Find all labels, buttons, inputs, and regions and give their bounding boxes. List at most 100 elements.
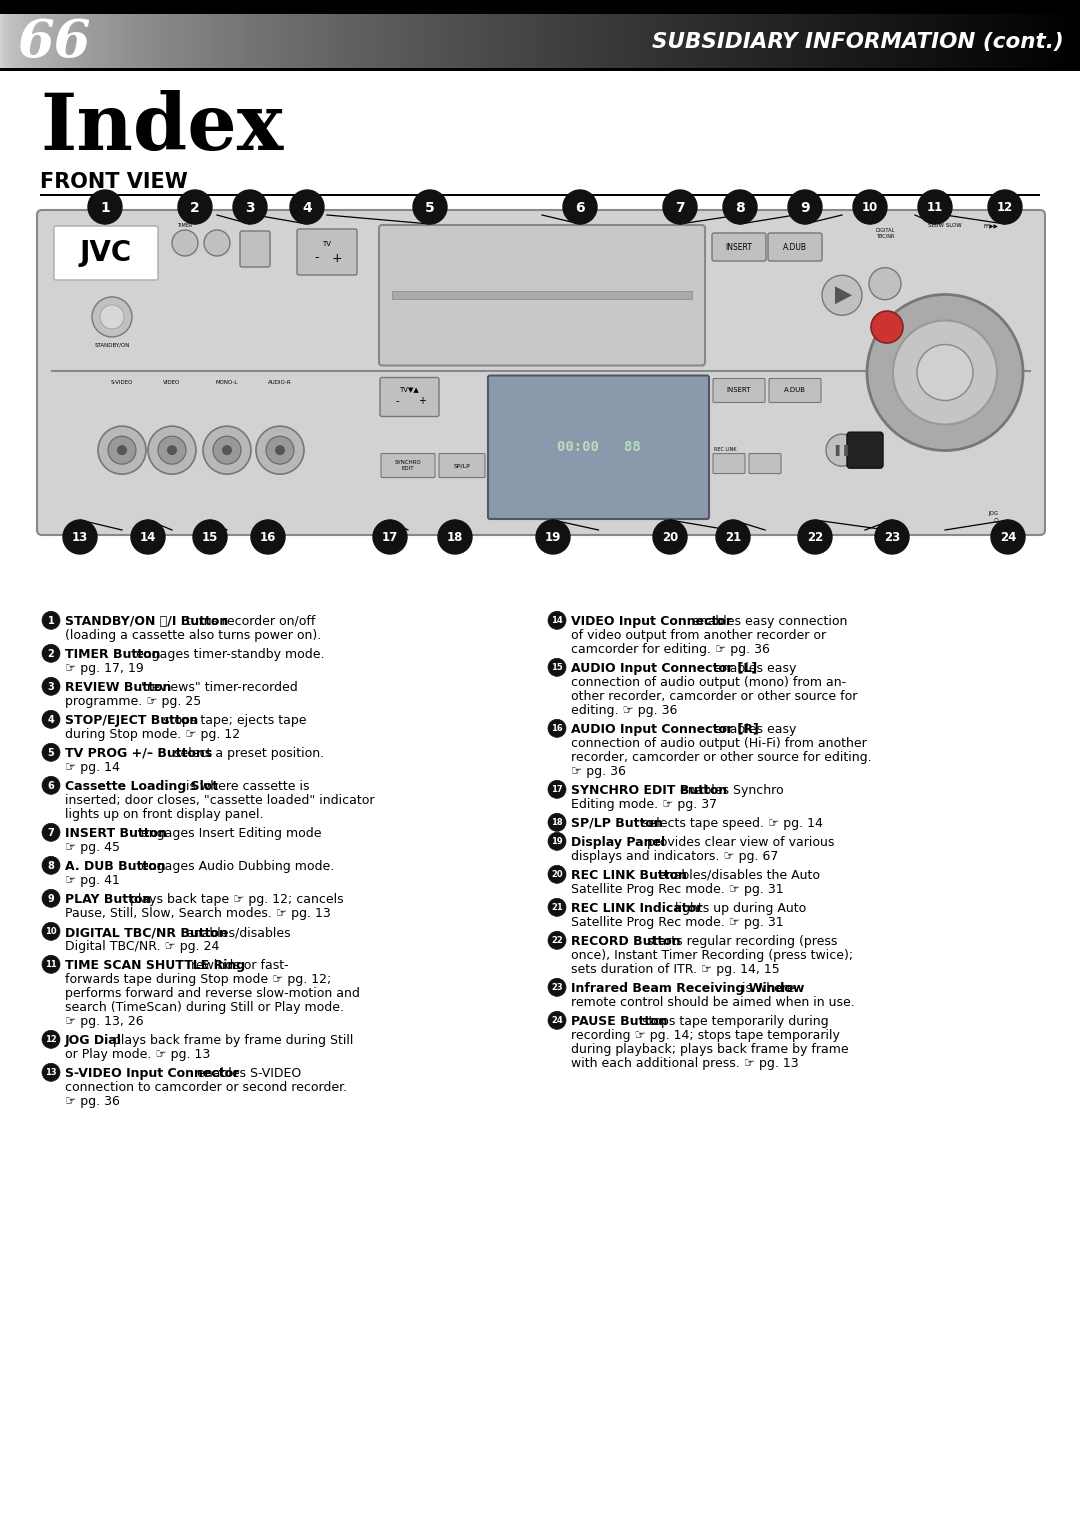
Bar [475,14,478,69]
Text: plays back frame by frame during Still: plays back frame by frame during Still [109,1035,354,1047]
Bar [151,14,154,69]
Text: AUDIO Input Connector [L]: AUDIO Input Connector [L] [571,662,757,674]
Bar [22,14,25,69]
FancyBboxPatch shape [713,453,745,473]
Text: ☞ pg. 41: ☞ pg. 41 [65,874,120,887]
Bar [308,14,311,69]
Text: 1: 1 [100,200,110,215]
Bar [610,14,613,69]
Circle shape [291,191,324,224]
Bar [135,14,138,69]
Bar [65,14,68,69]
Bar [996,14,999,69]
Bar [25,14,27,69]
Circle shape [548,865,566,884]
Bar [261,14,265,69]
Bar [459,14,462,69]
Bar [329,14,333,69]
Text: enables Synchro: enables Synchro [676,784,784,797]
Bar [1013,14,1015,69]
Bar [130,14,133,69]
Bar [495,14,497,69]
Bar [189,14,192,69]
Bar [657,14,659,69]
Circle shape [42,955,60,974]
Circle shape [42,743,60,761]
Bar [473,14,475,69]
Bar [691,14,694,69]
Bar [243,14,246,69]
Bar [721,14,724,69]
Bar [724,14,727,69]
Text: engages Insert Editing mode: engages Insert Editing mode [137,827,322,839]
Bar [286,14,289,69]
Bar [765,14,767,69]
Bar [948,14,950,69]
Bar [251,14,254,69]
Circle shape [548,612,566,629]
Bar [869,14,873,69]
Bar [543,14,545,69]
Text: 3: 3 [245,200,255,215]
Bar [178,14,181,69]
Bar [319,14,322,69]
Bar [511,14,513,69]
Text: 15: 15 [202,531,218,543]
Text: STOP/EJECT Button: STOP/EJECT Button [65,714,199,726]
Bar [761,14,765,69]
Bar [972,14,975,69]
Bar [846,14,848,69]
Bar [238,14,241,69]
Bar [945,14,948,69]
Text: 66: 66 [18,17,92,67]
Bar [883,14,886,69]
Text: INSERT: INSERT [726,243,753,252]
Bar [380,14,383,69]
Bar [918,14,921,69]
Bar [124,14,127,69]
Text: 5: 5 [426,200,435,215]
Text: 19: 19 [544,531,562,543]
Bar [769,14,772,69]
Bar [578,14,581,69]
Bar [567,14,570,69]
Bar [259,14,262,69]
Bar [356,14,360,69]
Circle shape [42,777,60,795]
FancyBboxPatch shape [380,377,438,417]
Bar [477,14,481,69]
Bar [175,14,178,69]
Bar [423,14,427,69]
Bar [551,14,554,69]
Text: 19: 19 [551,838,563,845]
Text: 23: 23 [883,531,900,543]
Bar [767,14,770,69]
Circle shape [988,191,1022,224]
Text: (loading a cassette also turns power on).: (loading a cassette also turns power on)… [65,629,321,642]
Text: 18: 18 [447,531,463,543]
Bar [454,14,457,69]
Text: 11: 11 [45,960,57,969]
Bar [1061,14,1064,69]
Bar [905,14,907,69]
Bar [902,14,905,69]
Circle shape [716,520,750,554]
Circle shape [42,644,60,662]
Text: JOG
○: JOG ○ [988,511,998,522]
Bar [680,14,684,69]
Text: recorder, camcorder or other source for editing.: recorder, camcorder or other source for … [571,751,872,765]
Text: 14: 14 [551,617,563,626]
Text: 15: 15 [551,664,563,671]
Bar [1034,14,1037,69]
Bar [405,14,408,69]
Text: 9: 9 [800,200,810,215]
Bar [340,14,343,69]
Text: sets duration of ITR. ☞ pg. 14, 15: sets duration of ITR. ☞ pg. 14, 15 [571,963,780,977]
Circle shape [42,890,60,908]
Text: JOG Dial: JOG Dial [65,1035,122,1047]
Text: of video output from another recorder or: of video output from another recorder or [571,629,826,642]
Bar [408,14,410,69]
Circle shape [203,426,251,475]
Bar [265,14,268,69]
Bar [659,14,662,69]
